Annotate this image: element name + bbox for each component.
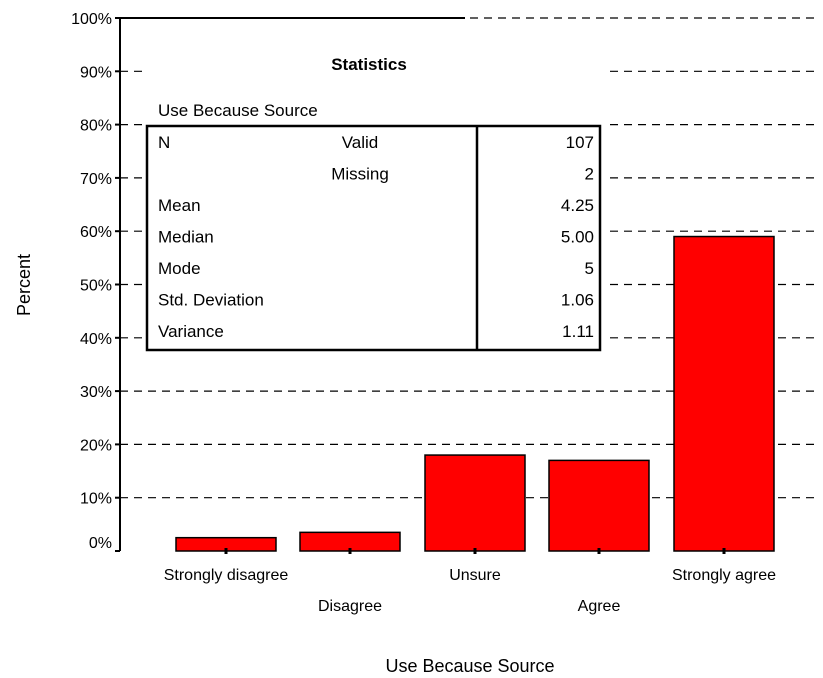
x-tick-label: Strongly disagree [164,567,289,584]
bar [548,459,650,552]
statistics-row-value: 1.11 [562,322,594,341]
statistics-row: Variance 1.11 [158,322,594,341]
statistics-row-label: Median [158,228,214,247]
y-tick-label: 90% [80,64,112,81]
y-tick-label: 60% [80,224,112,241]
y-tick-label: 0% [89,535,112,552]
statistics-row: Std. Deviation 1.06 [158,291,594,310]
y-tick-label: 40% [80,331,112,348]
x-tick-label: Unsure [449,567,501,584]
statistics-row: Mode 5 [158,259,594,278]
y-tick-label: 70% [80,171,112,188]
statistics-row-value: 5 [585,259,594,278]
statistics-table: Statistics Use Because Source N Valid 107 M… [145,50,606,352]
x-tick-label: Strongly agree [672,567,776,584]
y-tick-label: 30% [80,384,112,401]
x-ticks: Strongly disagree Disagree Unsure Agree Stro… [164,548,776,615]
statistics-row-value: 2 [585,165,594,184]
y-tick-label: 20% [80,437,112,454]
statistics-row-label: Mean [158,196,201,215]
y-tick-label: 80% [80,118,112,135]
statistics-backdrop [146,50,606,352]
statistics-table-border [145,124,602,352]
y-tick-label: 10% [80,491,112,508]
statistics-row: Missing 2 [331,165,594,184]
x-tick-label: Disagree [318,598,382,615]
y-tick-label: 100% [71,11,112,28]
y-ticks: 0% 10% 20% 30% 40% 50% 60% 70% 80% 90% 100% [71,11,120,552]
statistics-row-value: 4.25 [561,196,594,215]
bars [175,235,775,552]
statistics-row: Median 5.00 [158,228,594,247]
y-axis-title: Percent [14,254,34,316]
statistics-row-value: 1.06 [561,291,594,310]
statistics-row: Mean 4.25 [158,196,594,215]
x-axis-title: Use Because Source [385,656,554,676]
statistics-row-value: 107 [566,133,594,152]
statistics-row-sublabel: Valid [342,133,379,152]
statistics-row-sublabel: Missing [331,165,389,184]
statistics-row-label: Mode [158,259,201,278]
statistics-title: Statistics [331,55,407,74]
statistics-row-label: Std. Deviation [158,291,264,310]
bar [424,454,526,552]
statistics-rows: N Valid 107 Missing 2 Mean 4.25 Median 5.00 Mode 5… [158,133,594,341]
statistics-variable: Use Because Source [158,101,318,120]
bar [673,235,775,552]
statistics-row: N Valid 107 [158,133,594,152]
statistics-row-label: N [158,133,170,152]
statistics-row-label: Variance [158,322,224,341]
x-tick-label: Agree [578,598,621,615]
y-tick-label: 50% [80,278,112,295]
statistics-row-value: 5.00 [561,228,594,247]
